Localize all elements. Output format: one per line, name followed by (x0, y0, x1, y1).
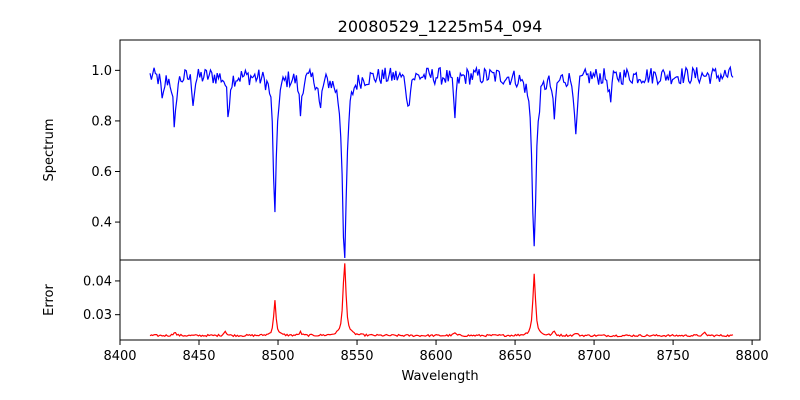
x-tick-label: 8650 (499, 349, 532, 364)
x-tick-label: 8800 (736, 349, 769, 364)
error-axes-frame (119, 259, 761, 341)
spectrum-series-line (149, 65, 734, 259)
x-tick-label: 8600 (420, 349, 453, 364)
x-axis-label: Wavelength (401, 369, 478, 384)
error-plot-area: 0.03 0.04 (83, 259, 761, 341)
spectrum-y-tick-label: 0.4 (91, 216, 112, 231)
spectrum-y-tick-label: 0.6 (91, 165, 112, 180)
x-tick-label: 8500 (261, 349, 294, 364)
error-series-line (149, 263, 734, 338)
x-tick-label: 8550 (340, 349, 373, 364)
x-tick-label: 8400 (103, 349, 136, 364)
spectrum-y-tick-label: 0.8 (91, 114, 112, 129)
spectrum-y-tick-label: 1.0 (91, 64, 112, 79)
error-y-axis-label: Error (42, 284, 57, 316)
x-tick-label: 8700 (578, 349, 611, 364)
x-tick-label: 8450 (182, 349, 215, 364)
x-axis: 8400 8450 8500 8550 8600 8650 8700 8750 8800 (103, 340, 769, 364)
x-tick-label: 8750 (657, 349, 690, 364)
error-y-tick-label: 0.04 (83, 274, 112, 289)
chart-title: 20080529_1225m54_094 (338, 17, 543, 37)
error-panel: 0.03 0.04 Error (42, 259, 761, 341)
error-y-tick-label: 0.03 (83, 308, 112, 323)
spectrum-y-axis-label: Spectrum (42, 119, 57, 182)
